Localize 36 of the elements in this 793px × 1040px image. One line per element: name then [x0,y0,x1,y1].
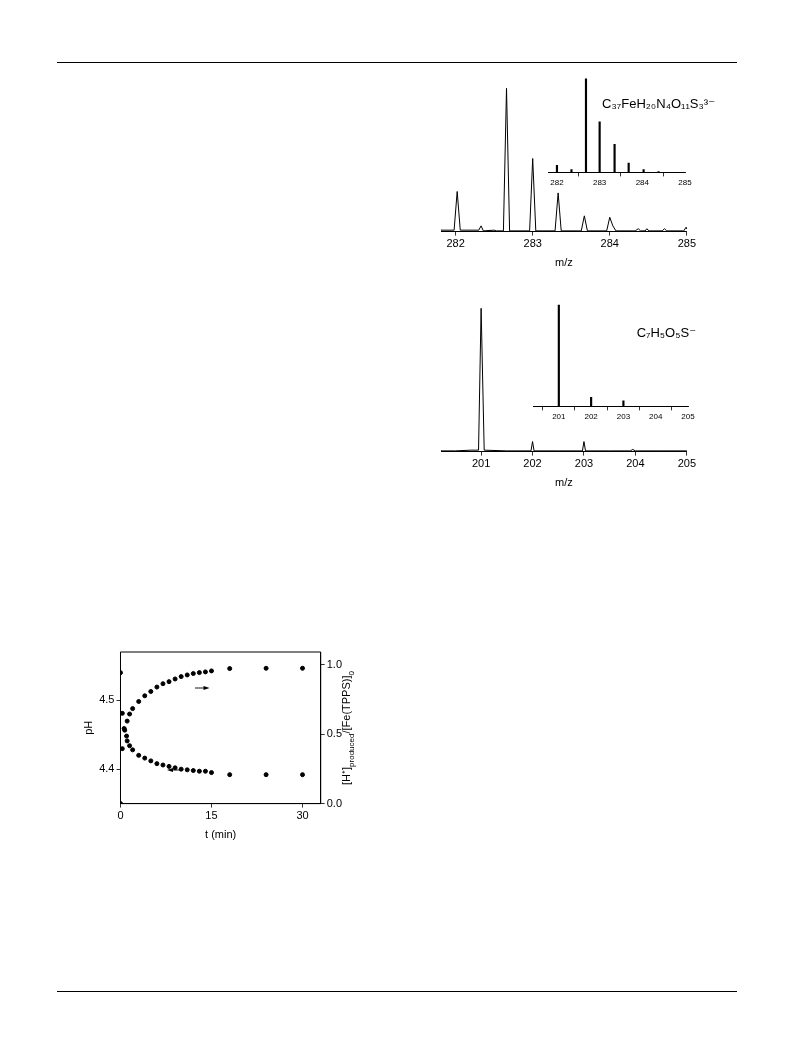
x-tick-label: 0 [117,809,124,822]
y-tick-label: 4.5 [99,693,115,706]
x-tick-label: 284 [600,237,619,250]
x-axis-title: t (min) [205,828,237,841]
x-tick-label: 205 [681,412,696,422]
x-tick-label: 204 [649,412,663,422]
x-tick-label: 203 [616,412,631,422]
x-tick-label: 202 [584,412,599,422]
y2-tick-label: 0.0 [326,796,343,809]
annotation: C₃₇FeH₂₀N₄O₁₁S₃³⁻ [602,96,715,112]
annotation: C₇H₅O₅S⁻ [636,324,696,340]
x-tick-label: 284 [635,178,650,188]
bar [584,78,588,173]
x-tick-label: 285 [677,237,696,250]
bar [613,143,616,173]
x-tick-label: 15 [205,809,218,822]
x-axis-title: m/z [555,256,573,269]
y2-tick-label: 0.5 [326,727,343,740]
bar [598,121,601,173]
x-tick-label: 202 [523,457,542,470]
x-tick-label: 204 [626,457,645,470]
y2-tick-label: 1.0 [326,657,343,670]
x-tick-label: 30 [296,809,309,822]
y-tick-label: 4.4 [99,762,115,775]
x-tick-label: 282 [550,178,565,188]
x-tick-label: 282 [446,237,465,250]
x-axis-title: m/z [555,476,573,489]
y-axis-title: pH [81,720,94,735]
x-tick-label: 285 [678,178,693,188]
x-tick-label: 283 [523,237,542,250]
bar [570,169,573,173]
x-tick-label: 205 [677,457,696,470]
x-tick-label: 201 [471,457,491,470]
x-tick-label: 283 [592,178,607,188]
x-tick-label: 203 [574,457,594,470]
x-tick-label: 201 [552,412,567,422]
